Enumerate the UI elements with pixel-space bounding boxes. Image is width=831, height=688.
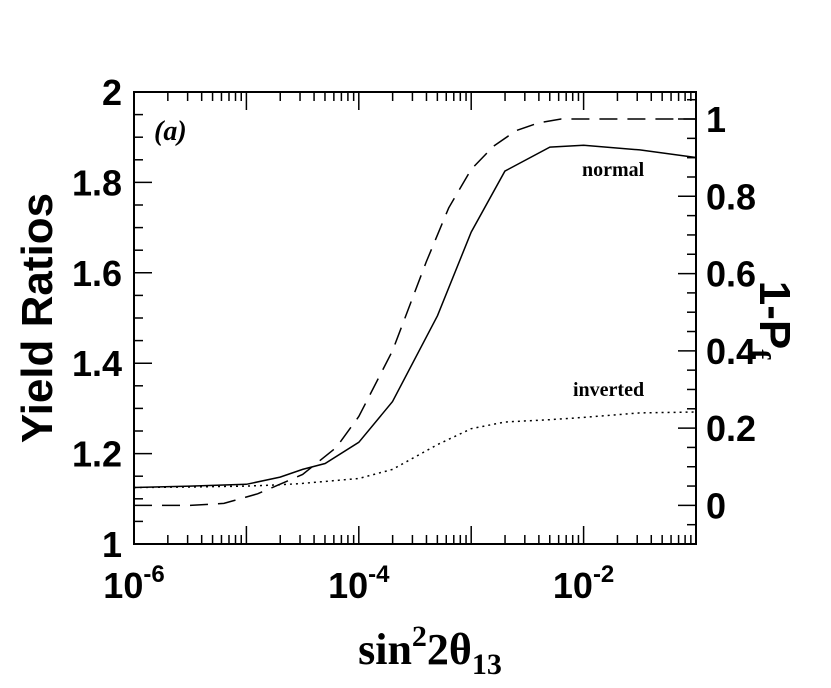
y-left-tick-label: 1.6: [72, 253, 122, 294]
y-left-tick-label: 1.8: [72, 162, 122, 203]
y-right-tick-label: 0.8: [706, 176, 756, 217]
x-tick-label: 10-2: [553, 561, 614, 606]
panel-label: (a): [154, 116, 187, 147]
x-tick-label-base: 10: [103, 565, 143, 606]
x-axis-title-base: sin: [358, 625, 412, 674]
y-right-tick-label: 1: [706, 99, 726, 140]
annotation-normal: normal: [582, 159, 645, 181]
y-right-tick-label: 0: [706, 485, 726, 526]
y-left-tick-label: 1.4: [72, 343, 122, 384]
x-tick-label-base: 10: [328, 565, 368, 606]
y-right-tick-label: 0.6: [706, 254, 756, 295]
y-axis-left-title: Yield Ratios: [13, 193, 62, 443]
x-tick-label-base: 10: [553, 565, 593, 606]
x-axis-title-mid: 2θ: [427, 625, 472, 674]
series-line-1-pf: [134, 118, 696, 507]
x-axis-title: sin22θ13: [358, 620, 502, 681]
x-tick-label-exponent: -4: [368, 561, 390, 588]
series-line-normal: [133, 144, 697, 489]
y-left-tick-label: 1: [102, 524, 122, 565]
annotation-inverted: inverted: [573, 379, 644, 401]
x-axis-title-sup: 2: [412, 620, 427, 653]
x-tick-label: 10-6: [103, 561, 164, 606]
y-left-tick-label: 1.2: [72, 434, 122, 475]
y-axis-right-title: 1-Pf: [743, 281, 799, 360]
x-tick-label-exponent: -2: [593, 561, 614, 588]
y-axis-right-title-base: 1-P: [750, 281, 799, 349]
y-right-tick-label: 0.2: [706, 408, 756, 449]
x-axis-title-sub: 13: [472, 648, 502, 681]
y-right-tick-label: 0.4: [706, 331, 756, 372]
series-line-inverted: [133, 411, 697, 489]
tick-marks: [133, 91, 696, 545]
y-axis-right-title-sub: f: [743, 349, 776, 360]
x-tick-label: 10-4: [328, 561, 390, 606]
y-left-tick-label: 2: [102, 72, 122, 113]
x-tick-label-exponent: -6: [143, 561, 164, 588]
series-group: [133, 118, 697, 507]
